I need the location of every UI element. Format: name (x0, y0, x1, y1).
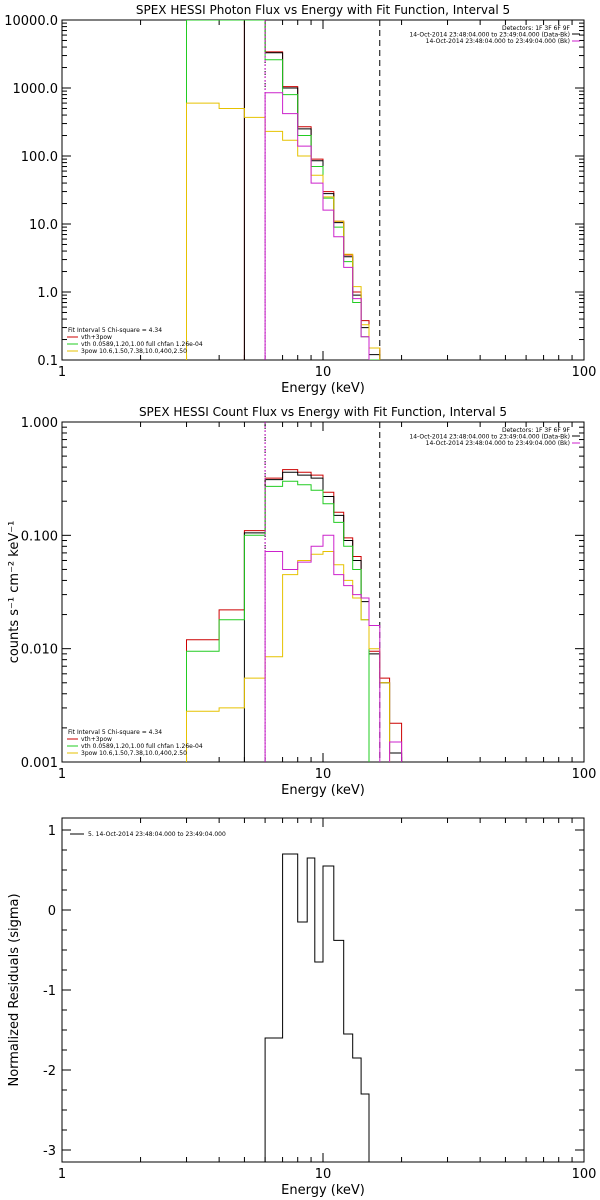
series-5-14-oct-2014-23-48-04-000-to-23-49-04-000 (264, 853, 381, 1162)
y-tick-label: 0.100 (21, 529, 58, 544)
x-tick-label: 1 (58, 767, 66, 782)
chart-title: SPEX HESSI Count Flux vs Energy with Fit… (139, 405, 507, 419)
legend-entry: vth 0.0589,1.20,1.00 full chfan 1.26e-04 (81, 341, 203, 348)
chart-panel-1: SPEX HESSI Photon Flux vs Energy with Fi… (4, 3, 596, 396)
series-data-bk (243, 471, 403, 762)
legend-entry: Fit Interval 5 Chi-square = 4.34 (68, 729, 162, 736)
y-tick-label: 1.000 (21, 416, 58, 431)
y-axis-label: Normalized Residuals (sigma) (7, 893, 22, 1086)
series-vth (186, 480, 370, 762)
x-axis: 1 10 100 (58, 422, 597, 782)
plot-area (264, 853, 381, 1162)
legend-entry: 14-Oct-2014 23:48:04.000 to 23:49:04.000… (426, 440, 570, 447)
y-tick-label: 10000.0 (4, 14, 58, 29)
x-tick-label: 10 (315, 767, 332, 782)
y-axis: 0.001 0.010 0.100 1.000 (21, 416, 584, 771)
x-tick-label: 100 (572, 365, 597, 380)
y-tick-label: 0.1 (37, 354, 58, 369)
legend-entry: 3pow 10.6,1.50,7.38,10.0,400,2.50 (81, 750, 187, 757)
y-tick-label: 0.001 (21, 756, 58, 771)
y-tick-label: -1 (43, 984, 56, 999)
legend-entry: 14-Oct-2014 23:48:04.000 to 23:49:04.000… (426, 38, 570, 45)
series-vth (186, 20, 381, 360)
y-tick-label: 100.0 (21, 150, 58, 165)
y-tick-label: 0 (48, 904, 56, 919)
x-tick-label: 10 (315, 365, 332, 380)
x-tick-label: 100 (572, 767, 597, 782)
x-axis-label: Energy (keV) (281, 1183, 365, 1198)
y-tick-label: 1.0 (37, 286, 58, 301)
legend-entry: Fit Interval 5 Chi-square = 4.34 (68, 327, 162, 334)
legend-entry: Detectors: 1F 3F 6F 9F (502, 25, 571, 32)
chart-panel-3: 1 10 100 Energy (keV) -3 -2 -1 0 1 Normalized Res… (7, 817, 597, 1198)
x-tick-label: 100 (572, 1167, 597, 1182)
y-tick-label: 10.0 (29, 218, 58, 233)
series-3pow (186, 551, 391, 762)
y-axis: 0.1 1.0 10.0 100.0 1000.0 10000.0 (4, 14, 584, 369)
plot-area (186, 20, 381, 360)
series-3pow (186, 102, 381, 360)
legend-entry: 3pow 10.6,1.50,7.38,10.0,400,2.50 (81, 348, 187, 355)
y-tick-label: 1 (48, 824, 56, 839)
legend-entry: 5. 14-Oct-2014 23:48:04.000 to 23:49:04.… (88, 831, 226, 838)
legend-top-left: 5. 14-Oct-2014 23:48:04.000 to 23:49:04.… (70, 831, 226, 838)
legend-entry: 14-Oct-2014 23:48:04.000 to 23:49:04.000… (409, 434, 570, 441)
chart-panel-2: SPEX HESSI Count Flux vs Energy with Fit… (7, 405, 596, 798)
y-axis-label: counts s⁻¹ cm⁻² keV⁻¹ (7, 521, 22, 664)
plot-frame (61, 421, 585, 763)
y-tick-label: -2 (43, 1064, 56, 1079)
y-tick-label: 0.010 (21, 643, 58, 658)
x-tick-label: 1 (58, 365, 66, 380)
x-axis-label: Energy (keV) (281, 381, 365, 396)
legend-entry: Detectors: 1F 3F 6F 9F (502, 427, 571, 434)
series-bk (264, 534, 403, 762)
x-axis-label: Energy (keV) (281, 783, 365, 798)
series-vth-3pow (243, 20, 381, 360)
x-tick-label: 10 (315, 1167, 332, 1182)
series-vth-3pow (186, 469, 403, 762)
x-tick-label: 1 (58, 1167, 66, 1182)
series-bk (264, 92, 370, 360)
x-axis: 1 10 100 (58, 818, 597, 1182)
legend-entry: vth 0.0589,1.20,1.00 full chfan 1.26e-04 (81, 743, 203, 750)
chart-title: SPEX HESSI Photon Flux vs Energy with Fi… (136, 3, 510, 17)
legend-bottom-left: Fit Interval 5 Chi-square = 4.34vth+3pow… (67, 729, 203, 757)
y-tick-label: -3 (43, 1144, 56, 1159)
series-data-bk (243, 20, 381, 360)
legend-entry: vth+3pow (81, 736, 112, 743)
legend-entry: 14-Oct-2014 23:48:04.000 to 23:49:04.000… (409, 32, 570, 39)
legend-entry: vth+3pow (81, 334, 112, 341)
plot-area (186, 422, 403, 762)
y-axis: -3 -2 -1 0 1 (43, 824, 584, 1159)
legend-bottom-left: Fit Interval 5 Chi-square = 4.34vth+3pow… (67, 327, 203, 355)
y-tick-label: 1000.0 (13, 82, 59, 97)
x-axis: 1 10 100 (58, 20, 597, 380)
